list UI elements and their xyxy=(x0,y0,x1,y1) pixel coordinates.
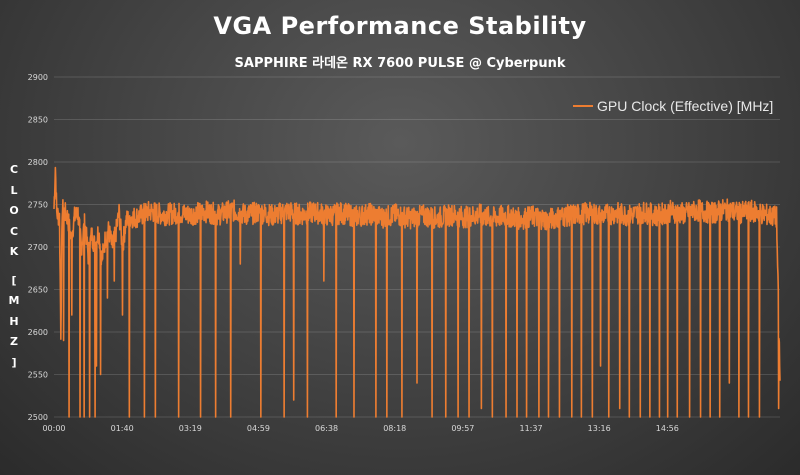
chart-title: VGA Performance Stability xyxy=(213,12,587,40)
y-axis-label-char: K xyxy=(9,245,19,258)
y-axis-label-char: L xyxy=(10,183,18,197)
y-tick-label: 2700 xyxy=(28,243,48,252)
y-axis-label-char: H xyxy=(9,314,19,328)
y-axis-label-char: Z xyxy=(10,335,18,348)
legend: GPU Clock (Effective) [MHz] xyxy=(573,98,773,114)
x-tick-label: 14:56 xyxy=(656,424,679,433)
y-tick-labels: 2500 2550 2600 2650 2700 2750 2800 2850 2900 xyxy=(28,73,48,422)
legend-label: GPU Clock (Effective) [MHz] xyxy=(597,98,774,114)
y-tick-label: 2600 xyxy=(28,328,48,337)
y-axis-label-char: O xyxy=(9,204,19,217)
y-axis-label-char: M xyxy=(8,294,20,307)
y-tick-label: 2850 xyxy=(28,116,48,125)
x-tick-label: 11:37 xyxy=(520,424,543,433)
y-axis-label-char: ] xyxy=(11,355,17,369)
y-axis-label: C L O C K[M H Z] xyxy=(4,160,24,373)
x-tick-label: 00:00 xyxy=(42,424,65,433)
y-tick-label: 2550 xyxy=(28,371,48,380)
y-axis-label-char: [ xyxy=(11,273,17,287)
x-tick-label: 09:57 xyxy=(451,424,474,433)
y-tick-label: 2750 xyxy=(28,201,48,210)
series-layer xyxy=(53,166,781,418)
x-tick-label: 08:18 xyxy=(383,424,406,433)
x-tick-label: 01:40 xyxy=(111,424,134,433)
y-axis-label-char: C xyxy=(9,224,19,238)
x-tick-label: 04:59 xyxy=(247,424,270,433)
y-tick-label: 2800 xyxy=(28,158,48,167)
legend-swatch xyxy=(573,105,593,107)
y-tick-label: 2500 xyxy=(28,413,48,422)
x-tick-labels: 00:00 01:40 03:19 04:59 06:38 08:18 09:57 11:37… xyxy=(42,424,678,433)
y-tick-label: 2650 xyxy=(28,286,48,295)
x-tick-label: 06:38 xyxy=(315,424,338,433)
y-axis-label-char: C xyxy=(9,163,19,176)
chart-subtitle: SAPPHIRE 라데온 RX 7600 PULSE @ Cyberpunk xyxy=(234,56,566,71)
series-line xyxy=(53,166,781,418)
x-tick-label: 03:19 xyxy=(179,424,202,433)
y-tick-label: 2900 xyxy=(28,73,48,82)
x-tick-label: 13:16 xyxy=(588,424,611,433)
